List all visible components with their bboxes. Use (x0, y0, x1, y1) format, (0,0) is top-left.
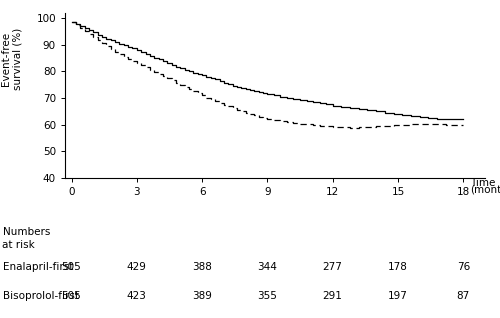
Text: 505: 505 (62, 262, 82, 272)
Text: Bisoprolol-first: Bisoprolol-first (2, 291, 78, 301)
Text: 87: 87 (456, 291, 470, 301)
Text: 178: 178 (388, 262, 408, 272)
Text: (months): (months) (470, 185, 500, 195)
Text: 277: 277 (322, 262, 342, 272)
Text: 344: 344 (258, 262, 278, 272)
Text: 429: 429 (127, 262, 147, 272)
Text: Time: Time (470, 178, 495, 188)
Text: 423: 423 (127, 291, 147, 301)
Text: 388: 388 (192, 262, 212, 272)
Text: 355: 355 (258, 291, 278, 301)
Text: Numbers
at risk: Numbers at risk (2, 227, 50, 250)
Text: 389: 389 (192, 291, 212, 301)
Y-axis label: Event-free
survival (%): Event-free survival (%) (0, 28, 23, 90)
Text: 197: 197 (388, 291, 408, 301)
Text: 76: 76 (456, 262, 470, 272)
Text: 291: 291 (322, 291, 342, 301)
Text: Enalapril-first: Enalapril-first (2, 262, 73, 272)
Text: 505: 505 (62, 291, 82, 301)
